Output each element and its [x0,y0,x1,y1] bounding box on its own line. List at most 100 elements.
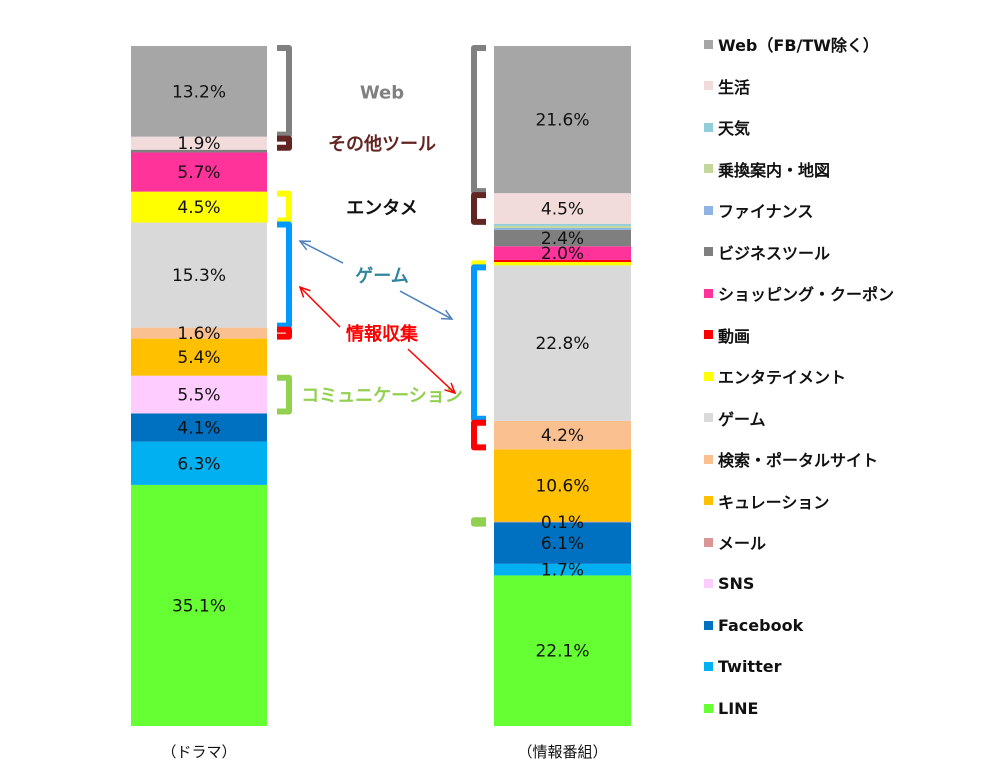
category-label-1: （情報番組） [517,743,607,761]
legend-swatch [704,620,713,630]
bar-segment-series-12-cat-1 [494,227,631,230]
legend-item: SNS [704,574,754,594]
data-label-cat-1-8: 6.1% [541,534,584,554]
bar-segment-series-10-cat-0 [131,152,267,192]
data-label-cat-1-4: 22.8% [535,334,589,354]
legend-swatch [704,247,713,256]
legend-swatch [704,662,713,671]
data-label-cat-0-10: 35.1% [172,596,226,616]
legend-item: 生活 [704,76,751,97]
bar-segment-series-16-cat-0 [131,46,267,137]
data-label-cat-1-0: 21.6% [535,111,589,131]
legend-item: LINE [704,698,758,718]
legend-swatch [704,413,713,422]
legend-label: キュレーション [718,492,830,512]
bar-segment-series-10-cat-1 [494,246,631,260]
bar-segment-series-2-cat-0 [131,413,267,442]
legend-item: ショッピング・クーポン [704,283,895,304]
legend-swatch [704,288,713,298]
data-label-cat-0-9: 6.3% [177,454,220,474]
bar-segment-series-16-cat-1 [494,46,631,194]
group-label-3: ゲーム [355,265,408,287]
legend-label: 生活 [718,77,751,97]
legend-swatch [704,330,713,339]
data-label-cat-1-5: 4.2% [541,426,584,446]
bar-segment-series-15-cat-1 [494,193,631,224]
data-label-cat-1-10: 22.1% [535,642,589,662]
group-bracket-right-3 [471,264,486,422]
group-label-0: Web [360,82,404,103]
bar-segment-series-6-cat-1 [494,420,631,450]
legend-swatch [704,81,713,90]
legend-item: 乗換案内・地図 [704,159,831,180]
legend-label: ゲーム [718,409,766,429]
bar-segment-series-7-cat-1 [494,265,631,421]
group-arrow-right-3 [399,290,454,320]
group-arrow-right-4 [407,348,457,395]
bar-segment-series-4-cat-1 [494,521,631,523]
data-label-cat-0-3: 4.5% [177,198,220,218]
legend-label: Twitter [718,657,782,676]
group-label-4: 情報収集 [346,323,419,345]
legend-item: キュレーション [704,491,830,512]
legend-item: ファイナンス [704,200,813,221]
group-bracket-left-2 [277,190,292,224]
legend-label: 天気 [718,119,751,138]
data-label-cat-0-2: 5.7% [177,163,220,183]
legend-label: Facebook [718,615,804,635]
bar-segment-series-1-cat-1 [494,563,631,576]
legend-item: エンタテイメント [704,366,846,387]
bar-segment-series-2-cat-1 [494,522,631,564]
legend-swatch [704,579,713,588]
legend-label: SNS [718,574,755,593]
legend-label: 検索・ポータルサイト [718,451,879,470]
legend-swatch [704,122,713,132]
legend-label: メール [718,534,767,553]
bar-segment-series-11-cat-1 [494,229,631,247]
group-arrow-left-4 [298,285,341,328]
group-bracket-right-1 [471,192,486,225]
bar-segment-series-0-cat-0 [131,484,267,726]
legend-swatch [704,39,713,49]
group-bracket-right-5 [471,517,486,527]
legend-swatch [704,164,713,173]
bar-segment-series-5-cat-1 [494,449,631,522]
bar-segment-series-9-cat-1 [494,259,631,262]
data-label-cat-1-2: 2.4% [541,229,584,249]
data-label-cat-0-8: 4.1% [177,419,220,439]
data-label-cat-0-4: 15.3% [172,266,226,286]
bar-segment-series-14-cat-1 [494,223,631,226]
data-label-cat-1-6: 10.6% [535,476,589,496]
group-bracket-left-0 [277,45,292,138]
legend-item: Twitter [704,657,781,677]
legend-label: LINE [718,698,759,718]
legend-label: 動画 [718,326,751,346]
legend-label: Web（FB/TW除く） [718,36,879,55]
group-arrow-left-3 [298,240,344,264]
data-label-cat-1-3: 2.0% [541,244,584,264]
bar-segment-series-6-cat-0 [131,327,267,339]
data-label-cat-0-7: 5.5% [177,386,220,406]
group-bracket-right-0 [471,45,486,195]
legend-label: ショッピング・クーポン [718,285,895,304]
legend-swatch [704,371,713,381]
legend-swatch [704,205,713,215]
legend-label: ビジネスツール [718,243,831,263]
legend-item: ビジネスツール [704,242,831,263]
legend-item: 検索・ポータルサイト [704,449,879,470]
group-bracket-left-3 [277,221,292,329]
legend-label: 乗換案内・地図 [718,160,831,180]
legend-swatch [704,496,713,505]
legend-swatch [704,703,713,713]
data-label-cat-0-0: 13.2% [172,82,226,102]
bar-segment-series-13-cat-1 [494,225,631,228]
group-bracket-right-2 [471,260,486,267]
data-label-cat-0-6: 5.4% [177,348,220,368]
bar-segment-series-11-cat-0 [131,149,267,153]
legend-item: メール [704,532,767,553]
group-bracket-left-5 [277,374,292,415]
bar-segment-series-15-cat-0 [131,136,267,150]
group-label-1: その他ツール [328,133,436,155]
